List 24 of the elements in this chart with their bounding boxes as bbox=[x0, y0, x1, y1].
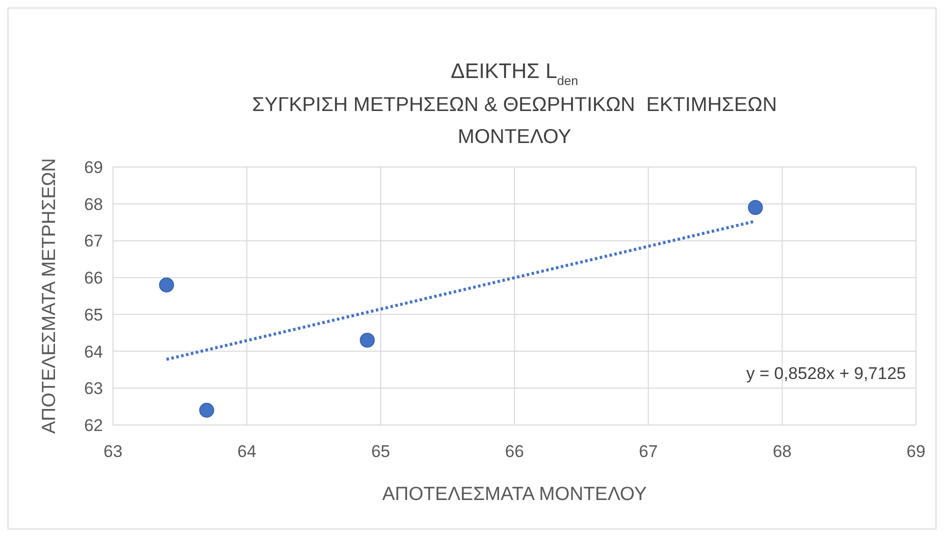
point bbox=[748, 200, 763, 216]
chart-subtitle: ΣΥΓΚΡΙΣΗ ΜΕΤΡΗΣΕΩΝ & ΘΕΩΡΗΤΙΚΩΝ ΕΚΤΙΜΗΣΕΩΝ ΜΟΝΤΕΛΟΥ bbox=[252, 94, 777, 148]
y-tick-label: 68 bbox=[84, 194, 103, 214]
x-axis-title: ΑΠΟΤΕΛΕΣΜΑΤΑ ΜΟΝΤΕΛΟΥ bbox=[382, 484, 648, 505]
chart-title: ΔΕΙΚΤΗΣ L$_{den}$ bbox=[450, 60, 578, 88]
y-tick-label: 67 bbox=[84, 232, 103, 251]
y-tick-label: 69 bbox=[84, 158, 103, 177]
annotation: y = 0,8528x + 9,7125 bbox=[746, 364, 906, 383]
x-tick-label: 68 bbox=[772, 442, 792, 461]
point bbox=[360, 332, 375, 348]
x-tick-label: 69 bbox=[906, 442, 926, 461]
x-tick-label: 67 bbox=[638, 442, 658, 461]
point bbox=[159, 277, 174, 292]
y-axis-title: ΑΠΟΤΕΛΕΣΜΑΤΑ ΜΕΤΡΗΣΕΩΝ bbox=[39, 158, 60, 434]
x-tick-label: 64 bbox=[237, 442, 256, 461]
y-tick-label: 66 bbox=[84, 268, 103, 288]
x-tick-label: 65 bbox=[371, 442, 390, 461]
y-tick-label: 62 bbox=[84, 416, 103, 435]
y-tick-label: 64 bbox=[84, 342, 103, 362]
point bbox=[199, 402, 214, 418]
x-tick-label: 66 bbox=[505, 442, 524, 461]
x-tick-label: 63 bbox=[104, 442, 122, 461]
y-tick-label: 65 bbox=[84, 305, 103, 324]
y-tick-label: 63 bbox=[84, 379, 103, 398]
